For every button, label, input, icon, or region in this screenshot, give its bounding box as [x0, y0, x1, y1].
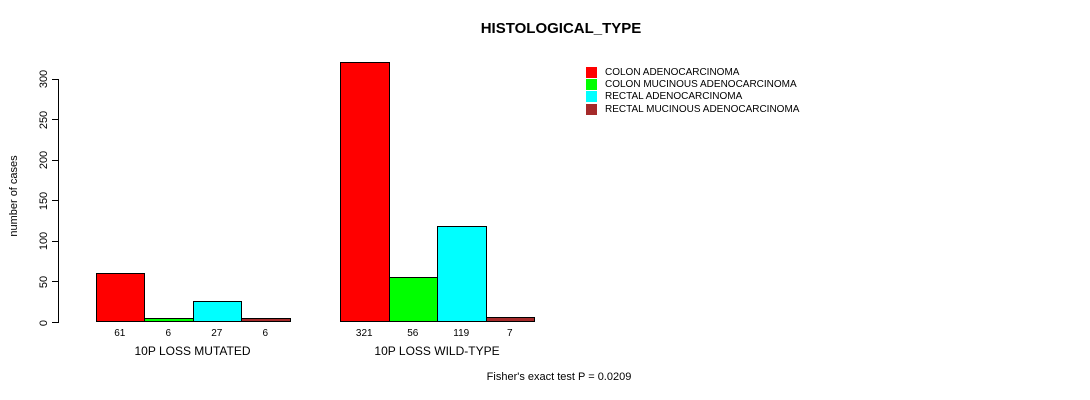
legend-item-label: COLON ADENOCARCINOMA — [605, 66, 740, 78]
bar-value-label: 6 — [262, 328, 269, 339]
y-axis-tick-label: 100 — [38, 232, 50, 251]
y-axis-tick-mark — [52, 281, 58, 283]
y-axis-line — [58, 79, 59, 323]
bar-rectal-adenocarcinoma — [437, 225, 487, 323]
bar-value-label: 7 — [506, 328, 513, 339]
legend-item: RECTAL MUCINOUS ADENOCARCINOMA — [586, 103, 799, 115]
legend: COLON ADENOCARCINOMA COLON MUCINOUS ADENO… — [586, 66, 799, 116]
y-axis-tick-label: 300 — [38, 69, 50, 89]
bar-value-label: 119 — [453, 328, 470, 339]
bar-colon-mucinous-adenocarcinoma — [388, 277, 438, 323]
legend-item: COLON MUCINOUS ADENOCARCINOMA — [586, 78, 799, 91]
y-axis-tick-mark — [52, 78, 58, 80]
legend-swatch-icon — [586, 91, 597, 103]
y-axis-tick-label: 0 — [38, 319, 50, 326]
legend-item: COLON ADENOCARCINOMA — [586, 66, 799, 78]
y-axis-tick-label: 200 — [38, 150, 50, 170]
bar-rectal-adenocarcinoma — [192, 300, 242, 323]
bar-colon-mucinous-adenocarcinoma — [144, 317, 194, 323]
bar-value-label: 27 — [211, 328, 223, 339]
x-axis-category-label: 10P LOSS MUTATED — [134, 344, 251, 358]
legend-swatch-icon — [586, 79, 597, 91]
legend-swatch-icon — [586, 66, 597, 78]
y-axis-tick-mark — [52, 200, 58, 202]
legend-item-label: COLON MUCINOUS ADENOCARCINOMA — [605, 79, 797, 91]
legend-item-label: RECTAL ADENOCARCINOMA — [605, 91, 743, 103]
y-axis-tick-mark — [52, 240, 58, 242]
y-axis-tick-label: 250 — [38, 110, 50, 129]
bar-value-label: 6 — [165, 328, 172, 339]
x-axis-category-label: 10P LOSS WILD-TYPE — [374, 344, 500, 358]
bar-value-label: 321 — [355, 328, 373, 339]
bar-rectal-mucinous-adenocarcinoma — [241, 317, 291, 323]
legend-item-label: RECTAL MUCINOUS ADENOCARCINOMA — [605, 103, 800, 115]
y-axis-title: number of cases — [8, 155, 20, 237]
y-axis-tick-label: 50 — [38, 275, 50, 289]
bar-colon-adenocarcinoma — [340, 61, 390, 323]
legend-swatch-icon — [586, 103, 597, 115]
bar-value-label: 61 — [114, 328, 126, 339]
legend-item: RECTAL ADENOCARCINOMA — [586, 91, 799, 103]
y-axis-tick-mark — [52, 119, 58, 121]
annotation-text: Fisher's exact test P = 0.0209 — [486, 371, 632, 383]
bar-colon-adenocarcinoma — [95, 272, 145, 323]
chart-title: HISTOLOGICAL_TYPE — [480, 20, 642, 37]
bar-value-label: 56 — [407, 328, 419, 339]
y-axis-tick-mark — [52, 322, 58, 323]
y-axis-tick-label: 150 — [38, 191, 50, 210]
y-axis-tick-mark — [52, 159, 58, 161]
bar-rectal-mucinous-adenocarcinoma — [485, 316, 535, 323]
